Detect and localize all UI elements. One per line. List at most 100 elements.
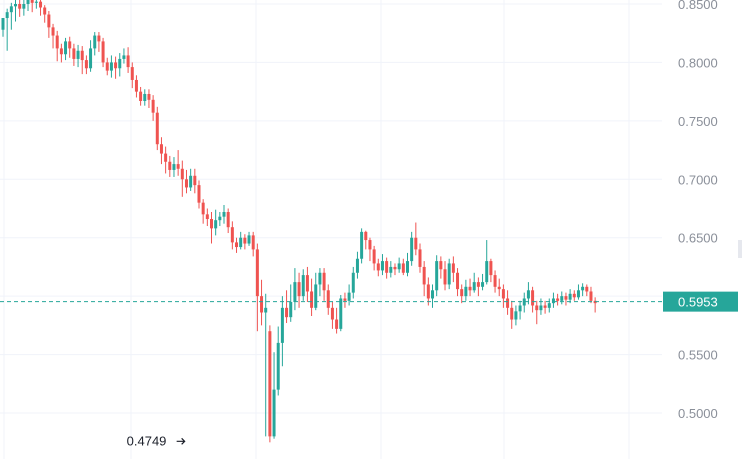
candle-body	[89, 48, 93, 69]
candle-body	[414, 237, 418, 250]
candle	[164, 146, 168, 174]
candle-body	[572, 293, 576, 298]
candle-body	[451, 263, 455, 273]
candle-body	[55, 35, 59, 49]
candle	[556, 293, 560, 306]
candle-body	[18, 4, 22, 9]
candle	[226, 208, 230, 234]
candle	[230, 221, 234, 250]
candle-body	[464, 286, 468, 297]
candle-body	[485, 261, 489, 283]
right-arrow-icon	[176, 437, 186, 445]
candle	[576, 284, 580, 300]
candle	[547, 298, 551, 313]
candle	[355, 251, 359, 279]
candle-body	[235, 242, 239, 248]
candle	[418, 243, 422, 273]
candle	[289, 284, 293, 322]
candle	[489, 258, 493, 283]
candle-body	[251, 235, 255, 250]
candle	[360, 228, 364, 264]
candle	[280, 296, 284, 367]
candle	[184, 169, 188, 194]
candle-body	[143, 93, 147, 101]
candle-body	[560, 296, 564, 301]
y-tick-label: 0.6500	[678, 231, 718, 246]
candle	[39, 0, 43, 16]
candle-body	[589, 291, 593, 301]
candle-body	[30, 0, 34, 3]
candle	[97, 32, 101, 52]
candle	[347, 284, 351, 306]
candle-body	[80, 50, 84, 61]
candle-body	[130, 67, 134, 80]
candle-body	[218, 216, 222, 221]
candle-body	[393, 266, 397, 270]
candle	[243, 234, 247, 250]
candle-body	[380, 261, 384, 271]
candle-body	[164, 153, 168, 162]
candle	[264, 293, 268, 437]
candle	[431, 284, 435, 308]
y-tick-label: 0.5000	[678, 406, 718, 421]
candle-body	[260, 296, 264, 313]
candle	[393, 263, 397, 276]
candle	[585, 284, 589, 297]
candle	[410, 231, 414, 266]
candle	[5, 8, 9, 51]
y-tick-label: 0.7500	[678, 114, 718, 129]
candle-body	[360, 231, 364, 259]
candle-body	[518, 305, 522, 312]
candle	[535, 300, 539, 325]
candle-body	[122, 55, 126, 59]
y-tick-label: 0.8500	[678, 0, 718, 12]
candle-body	[510, 307, 514, 320]
candle-body	[389, 266, 393, 273]
current-price-tag-bg	[663, 291, 738, 312]
candle	[205, 208, 209, 227]
candle-body	[172, 164, 176, 170]
candle-body	[47, 14, 51, 28]
candle-body	[581, 286, 585, 291]
candle	[251, 231, 255, 257]
candle-body	[205, 214, 209, 220]
scroll-handle[interactable]	[738, 240, 742, 258]
candle	[80, 46, 84, 75]
candle-body	[522, 298, 526, 306]
candle	[34, 0, 38, 9]
candle	[385, 257, 389, 279]
candle	[109, 55, 113, 78]
candle	[447, 258, 451, 290]
price-axis[interactable]: 0.8500 0.8000 0.7500 0.7000 0.6500 0.5500 0.50…	[678, 0, 718, 421]
candle-body	[9, 6, 13, 13]
candle-body	[26, 0, 30, 5]
candle	[380, 254, 384, 276]
candle	[330, 301, 334, 329]
candle	[414, 222, 418, 256]
candle-body	[439, 261, 443, 270]
candle-body	[310, 291, 314, 308]
candle	[9, 2, 13, 30]
candle	[372, 245, 376, 271]
current-price-tag: 0.5953	[663, 291, 738, 312]
candle	[560, 291, 564, 305]
candle	[405, 252, 409, 277]
candle-body	[339, 298, 343, 329]
candle	[155, 106, 159, 151]
candle-body	[476, 282, 480, 287]
candle	[422, 261, 426, 297]
candle	[322, 268, 326, 301]
candle	[310, 278, 314, 317]
y-tick-label: 0.7000	[678, 172, 718, 187]
candle-body	[343, 298, 347, 301]
candle	[130, 62, 134, 89]
candle-body	[531, 290, 535, 306]
candle-body	[351, 272, 355, 293]
candle	[451, 256, 455, 283]
candle	[193, 168, 197, 194]
candle	[260, 279, 264, 326]
candle	[268, 325, 272, 443]
candle	[368, 237, 372, 262]
